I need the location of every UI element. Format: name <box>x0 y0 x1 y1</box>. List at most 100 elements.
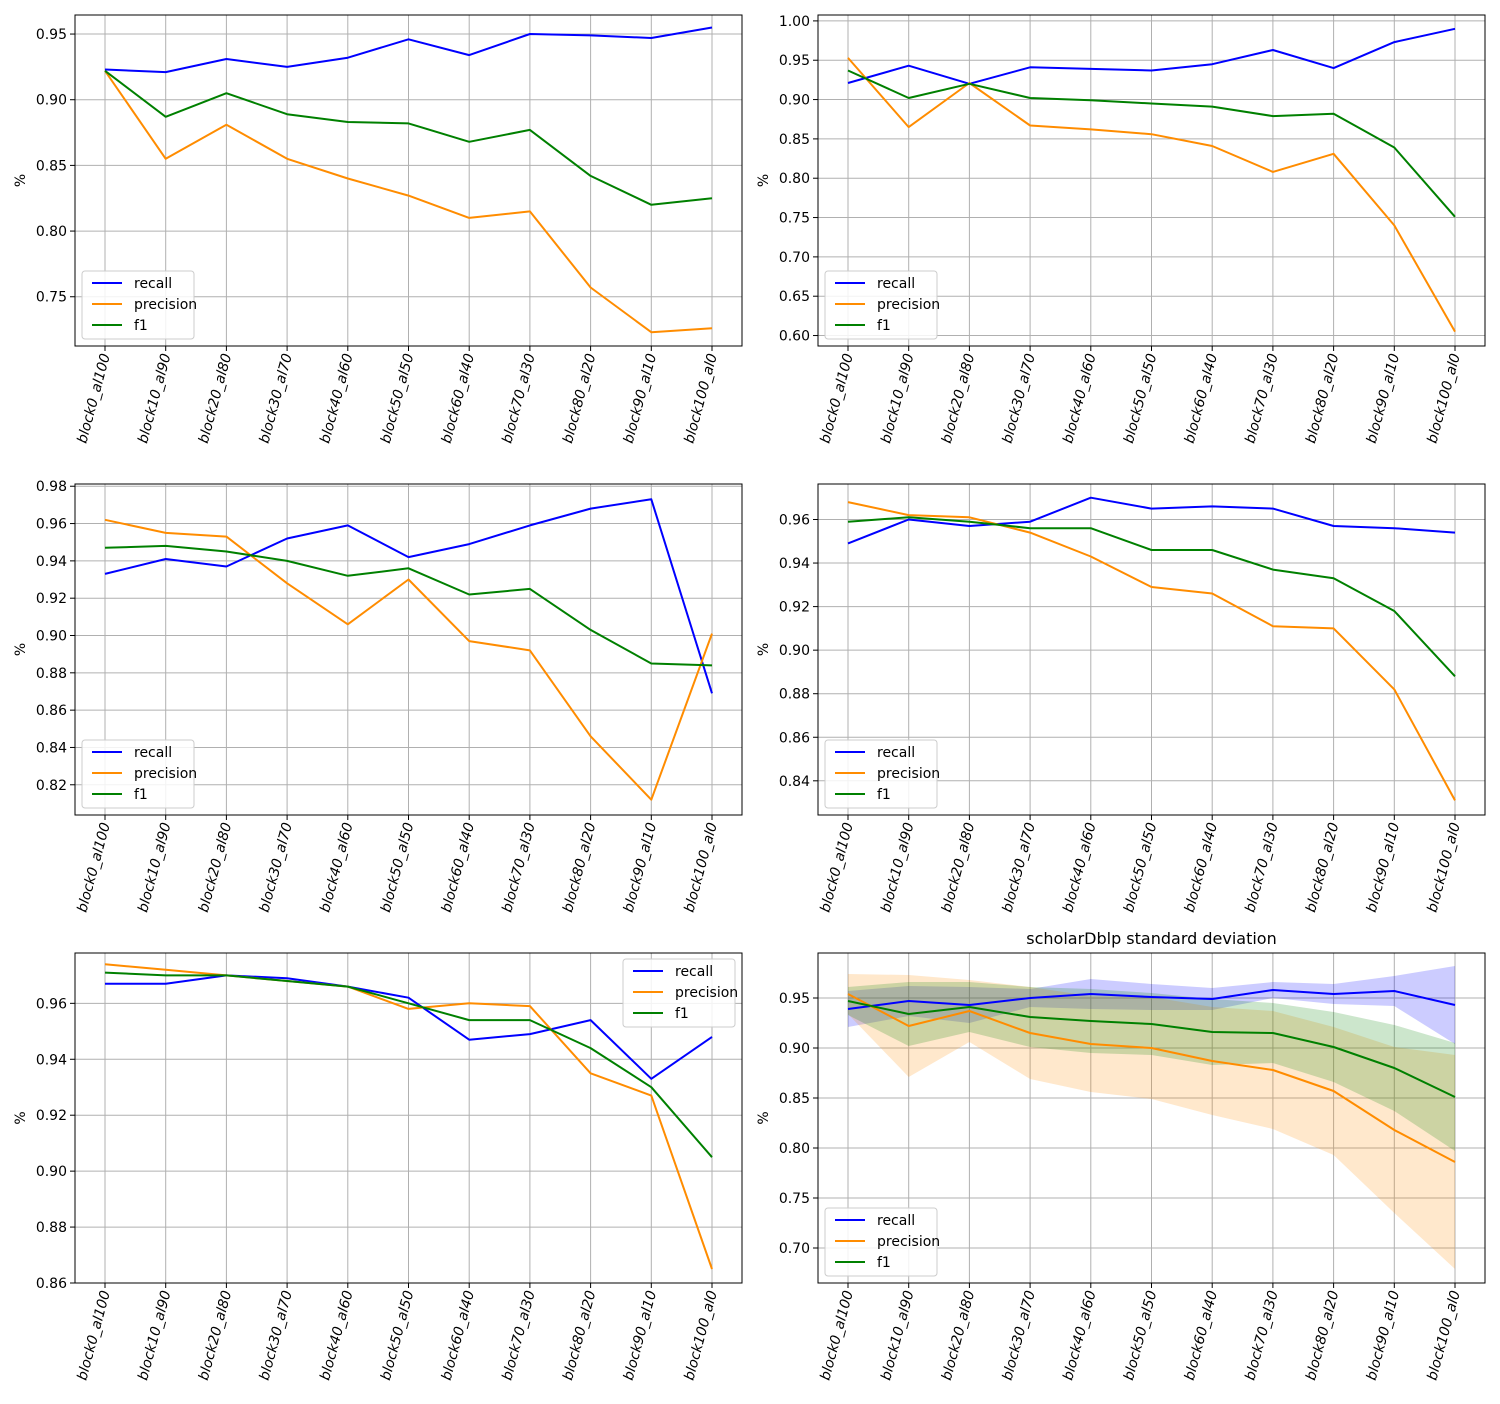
series-line-precision <box>104 518 713 801</box>
x-tick-label: block10_al90 <box>135 1289 174 1382</box>
y-tick-label: 0.80 <box>779 1141 810 1157</box>
x-tick-label: block90_al10 <box>1364 821 1403 914</box>
y-axis-label: % <box>756 1111 772 1124</box>
x-tick-label: block50_al50 <box>378 821 417 914</box>
y-axis-label: % <box>13 643 29 656</box>
legend-label-recall: recall <box>675 964 713 980</box>
series-line-f1 <box>104 544 713 667</box>
x-tick-label: block90_al10 <box>621 1289 660 1382</box>
x-tick-label: block10_al90 <box>878 821 917 914</box>
x-tick-label: block80_al20 <box>560 1289 599 1382</box>
x-tick-label: block0_al100 <box>75 352 114 445</box>
y-tick-label: 0.90 <box>36 629 67 645</box>
y-tick-label: 0.90 <box>779 93 810 109</box>
x-tick-label: block10_al90 <box>878 1289 917 1382</box>
y-axis-label: % <box>13 1111 29 1124</box>
legend: recall precision f1 <box>81 739 197 809</box>
y-tick-label: 0.85 <box>779 1091 810 1107</box>
legend: recall precision f1 <box>824 1207 940 1277</box>
y-tick-label: 0.86 <box>36 703 67 719</box>
series-line-f1 <box>847 1000 1456 1098</box>
legend: recall precision f1 <box>622 958 738 1028</box>
series-line-recall <box>104 26 713 74</box>
x-tick-label: block30_al70 <box>257 352 296 445</box>
x-tick-label: block20_al80 <box>939 352 978 445</box>
y-tick-label: 0.85 <box>36 158 67 174</box>
y-tick-label: 0.94 <box>36 1052 67 1068</box>
x-tick-label: block80_al20 <box>1303 352 1342 445</box>
y-tick-label: 0.80 <box>36 224 67 240</box>
legend-label-recall: recall <box>134 745 172 761</box>
x-tick-label: block40_al60 <box>317 821 356 914</box>
legend-label-precision: precision <box>675 985 738 1001</box>
x-tick-label: block40_al60 <box>1060 1289 1099 1382</box>
x-tick-label: block90_al10 <box>1364 352 1403 445</box>
x-tick-label: block100_al0 <box>1425 352 1464 445</box>
y-tick-label: 0.82 <box>36 778 67 794</box>
chart-panel-5: 0.86 0.88 0.90 0.92 0.94 0.96 block0_al100 bloc… <box>13 952 743 1382</box>
x-tick-label: block70_al30 <box>1242 1289 1281 1382</box>
y-tick-label: 0.65 <box>779 289 810 305</box>
y-tick-label: 0.84 <box>779 774 810 790</box>
y-tick-label: 0.86 <box>779 730 810 746</box>
x-tick-label: block70_al30 <box>499 1289 538 1382</box>
x-tick-label: block20_al80 <box>196 821 235 914</box>
x-tick-label: block70_al30 <box>1242 821 1281 914</box>
x-tick-label: block50_al50 <box>1121 352 1160 445</box>
y-tick-label: 0.90 <box>779 643 810 659</box>
x-tick-label: block30_al70 <box>257 821 296 914</box>
series-line-f1 <box>847 69 1456 218</box>
y-tick-label: 0.92 <box>36 591 67 607</box>
legend-box <box>81 739 195 809</box>
chart-panel-4: 0.84 0.86 0.88 0.90 0.92 0.94 0.96 block0_al100… <box>756 483 1486 914</box>
legend-label-f1: f1 <box>675 1006 689 1022</box>
x-tick-label: block30_al70 <box>257 1289 296 1382</box>
x-tick-label: block40_al60 <box>1060 821 1099 914</box>
x-tick-label: block0_al100 <box>75 821 114 914</box>
x-tick-label: block50_al50 <box>378 1289 417 1382</box>
x-tick-label: block70_al30 <box>1242 352 1281 445</box>
series-line-recall <box>847 496 1456 545</box>
y-tick-label: 0.85 <box>779 132 810 148</box>
series-line-recall <box>847 27 1456 85</box>
y-tick-label: 0.90 <box>36 93 67 109</box>
y-tick-label: 1.00 <box>779 14 810 30</box>
x-tick-label: block70_al30 <box>499 352 538 445</box>
x-tick-label: block60_al40 <box>1182 352 1221 445</box>
x-tick-label: block0_al100 <box>75 1289 114 1382</box>
series-line-f1 <box>847 516 1456 677</box>
x-tick-label: block0_al100 <box>818 821 857 914</box>
series-line-recall <box>847 989 1456 1010</box>
legend: recall precision f1 <box>824 270 940 340</box>
chart-panel-1: 0.75 0.80 0.85 0.90 0.95 block0_al100 block10_… <box>13 14 743 445</box>
x-tick-label: block80_al20 <box>560 821 599 914</box>
x-tick-label: block100_al0 <box>682 352 721 445</box>
y-tick-label: 0.95 <box>779 53 810 69</box>
x-tick-label: block70_al30 <box>499 821 538 914</box>
x-tick-label: block60_al40 <box>439 352 478 445</box>
x-tick-label: block100_al0 <box>1425 1289 1464 1382</box>
legend-label-f1: f1 <box>134 318 148 334</box>
y-tick-label: 0.94 <box>779 556 810 572</box>
x-tick-label: block100_al0 <box>682 1289 721 1382</box>
series-line-precision <box>847 57 1456 333</box>
x-tick-label: block30_al70 <box>1000 352 1039 445</box>
legend: recall precision f1 <box>81 270 197 340</box>
series-line-precision <box>104 963 713 1270</box>
x-tick-label: block20_al80 <box>939 821 978 914</box>
x-tick-label: block0_al100 <box>818 352 857 445</box>
chart-panel-3: 0.82 0.84 0.86 0.88 0.90 0.92 0.94 0.96 0.98 bloc… <box>13 479 743 914</box>
y-tick-label: 0.95 <box>779 991 810 1007</box>
std-band-f1 <box>848 982 1455 1151</box>
x-tick-label: block80_al20 <box>1303 821 1342 914</box>
y-tick-label: 0.88 <box>36 1220 67 1236</box>
x-tick-label: block90_al10 <box>621 821 660 914</box>
y-tick-label: 0.70 <box>779 1241 810 1257</box>
y-tick-label: 0.75 <box>779 1191 810 1207</box>
y-tick-label: 0.98 <box>36 479 67 495</box>
x-tick-label: block30_al70 <box>1000 1289 1039 1382</box>
legend-label-recall: recall <box>877 276 915 292</box>
x-tick-label: block10_al90 <box>135 352 174 445</box>
x-tick-label: block60_al40 <box>439 1289 478 1382</box>
